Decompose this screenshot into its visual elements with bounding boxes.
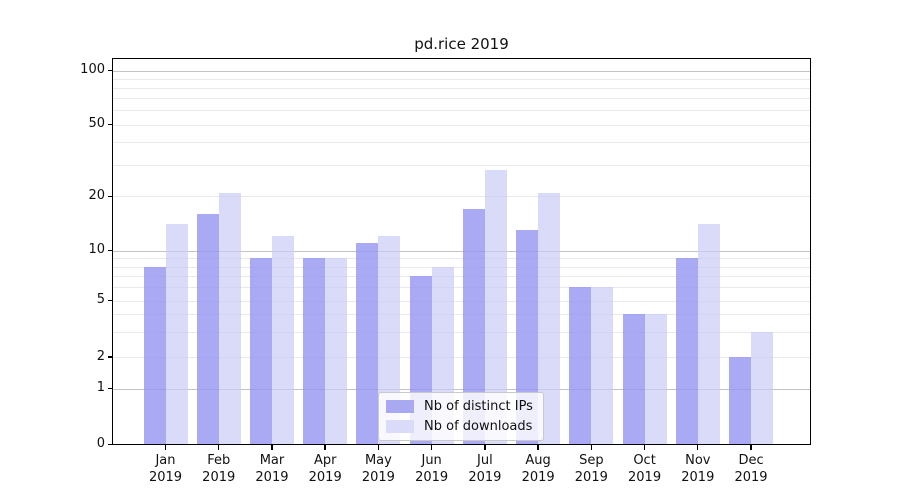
bar-oct-distinct-ips: [622, 314, 645, 445]
major-gridline-1: [113, 388, 810, 390]
x-tick-label-feb: Feb 2019: [202, 452, 236, 485]
major-gridline-10: [113, 250, 810, 252]
y-tick-mark-1: [107, 387, 113, 390]
x-tick-mark-feb: [218, 444, 220, 450]
chart-title: pd.rice 2019: [414, 35, 509, 53]
minor-gridline-3: [113, 331, 810, 333]
x-tick-mark-aug: [537, 444, 539, 450]
bar-sep-downloads: [591, 287, 614, 445]
bar-dec-distinct-ips: [729, 357, 752, 445]
y-tick-mark-10: [107, 249, 113, 252]
major-gridline-100: [113, 70, 810, 72]
x-tick-mark-jul: [484, 444, 486, 450]
y-tick-label-100: 100: [80, 62, 105, 77]
minor-gridline-70: [113, 98, 810, 100]
x-tick-mark-mar: [271, 444, 273, 450]
y-tick-mark-50: [107, 123, 113, 126]
legend-swatch-downloads: [386, 420, 414, 433]
legend-swatch-distinct-ips: [386, 400, 414, 413]
bar-nov-downloads: [697, 224, 720, 445]
minor-gridline-5: [113, 300, 810, 302]
y-tick-label-0: 0: [96, 436, 105, 451]
bar-sep-distinct-ips: [569, 287, 592, 445]
minor-gridline-80: [113, 87, 810, 89]
minor-gridline-30: [113, 164, 810, 166]
x-tick-label-apr: Apr 2019: [308, 452, 342, 485]
minor-gridline-60: [113, 110, 810, 112]
legend-entry-distinct-ips: Nb of distinct IPs: [386, 399, 533, 414]
y-tick-mark-100: [107, 69, 113, 72]
bar-jan-distinct-ips: [143, 266, 166, 445]
y-tick-mark-20: [107, 195, 113, 197]
bar-aug-downloads: [538, 192, 561, 445]
x-tick-label-sep: Sep 2019: [574, 452, 608, 485]
x-tick-label-jan: Jan 2019: [148, 452, 183, 485]
bar-feb-downloads: [218, 192, 241, 445]
minor-gridline-6: [113, 287, 810, 289]
y-tick-label-2: 2: [96, 348, 105, 364]
y-tick-mark-2: [107, 356, 113, 358]
minor-gridline-50: [113, 124, 810, 126]
bar-may-distinct-ips: [356, 243, 379, 445]
bar-mar-downloads: [271, 236, 294, 445]
legend-label-downloads: Nb of downloads: [424, 419, 533, 434]
x-tick-mark-nov: [697, 444, 699, 450]
x-tick-mark-dec: [750, 444, 752, 450]
y-tick-mark-0: [107, 443, 113, 446]
x-tick-label-may: May 2019: [361, 452, 395, 485]
bar-jul-downloads: [484, 170, 507, 445]
x-tick-label-jul: Jul 2019: [468, 452, 502, 485]
x-tick-label-jun: Jun 2019: [415, 452, 449, 485]
x-tick-mark-jun: [430, 444, 433, 450]
x-tick-label-aug: Aug 2019: [521, 452, 555, 485]
minor-gridline-2: [113, 357, 810, 358]
y-tick-mark-5: [107, 299, 113, 302]
y-tick-label-50: 50: [88, 116, 105, 132]
x-tick-mark-sep: [590, 444, 593, 450]
plot-area: [111, 58, 811, 445]
legend-entry-downloads: Nb of downloads: [386, 419, 533, 434]
x-tick-label-dec: Dec 2019: [734, 452, 768, 485]
minor-gridline-4: [113, 314, 810, 316]
y-tick-label-20: 20: [88, 187, 105, 203]
minor-gridline-40: [113, 142, 810, 144]
y-tick-label-5: 5: [96, 292, 105, 307]
bar-oct-downloads: [644, 314, 667, 445]
x-tick-mark-oct: [643, 444, 646, 450]
minor-gridline-8: [113, 266, 810, 268]
bar-aug-distinct-ips: [516, 229, 539, 445]
x-tick-label-mar: Mar 2019: [255, 452, 289, 485]
minor-gridline-90: [113, 78, 810, 80]
minor-gridline-7: [113, 276, 810, 278]
x-tick-label-nov: Nov 2019: [681, 452, 715, 485]
x-tick-mark-jan: [164, 444, 167, 450]
legend-label-distinct-ips: Nb of distinct IPs: [424, 399, 533, 414]
bar-dec-downloads: [751, 331, 774, 445]
legend: Nb of distinct IPs Nb of downloads: [378, 392, 544, 441]
bar-feb-distinct-ips: [196, 213, 219, 445]
y-tick-label-10: 10: [88, 242, 105, 257]
x-tick-label-oct: Oct 2019: [628, 452, 662, 485]
bar-mar-distinct-ips: [249, 258, 272, 445]
minor-gridline-9: [113, 258, 810, 260]
bar-nov-distinct-ips: [675, 258, 698, 445]
bar-apr-downloads: [325, 258, 348, 445]
x-tick-mark-may: [377, 444, 380, 450]
minor-gridline-20: [113, 196, 810, 198]
bar-jan-downloads: [165, 224, 188, 445]
x-tick-mark-apr: [324, 444, 326, 450]
bar-jul-distinct-ips: [462, 209, 485, 445]
bar-apr-distinct-ips: [303, 258, 326, 445]
y-tick-label-1: 1: [96, 380, 105, 395]
